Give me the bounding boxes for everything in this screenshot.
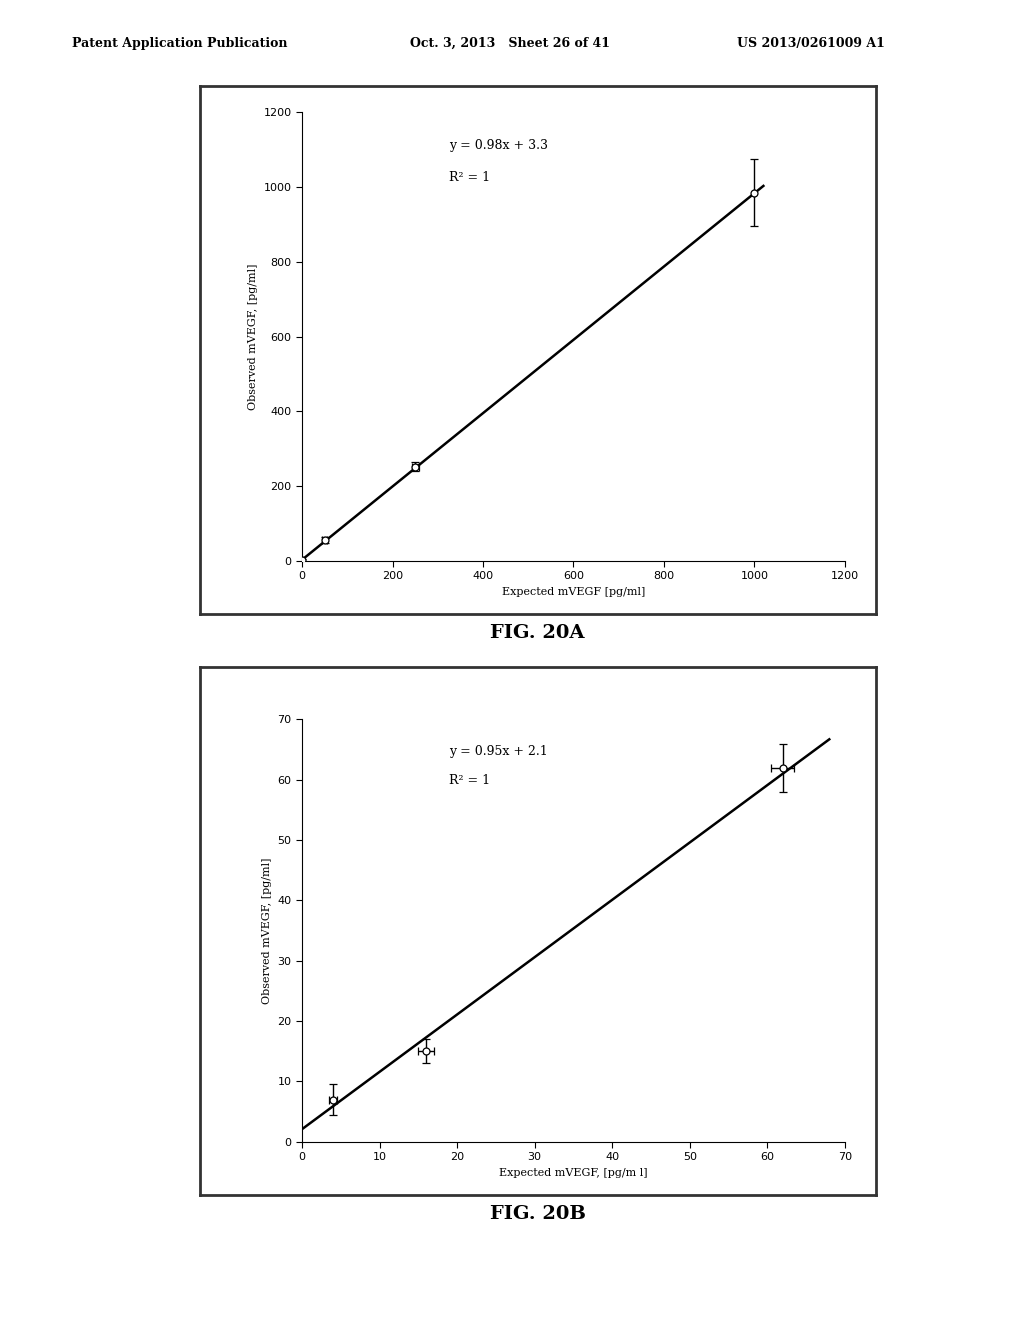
Text: FIG. 20A: FIG. 20A — [490, 624, 585, 643]
Text: FIG. 20B: FIG. 20B — [489, 1205, 586, 1224]
Y-axis label: Observed mVEGF, [pg/ml]: Observed mVEGF, [pg/ml] — [262, 858, 272, 1003]
Text: y = 0.95x + 2.1: y = 0.95x + 2.1 — [449, 744, 548, 758]
Text: US 2013/0261009 A1: US 2013/0261009 A1 — [737, 37, 885, 50]
X-axis label: Expected mVEGF, [pg/m l]: Expected mVEGF, [pg/m l] — [499, 1168, 648, 1177]
Text: R² = 1: R² = 1 — [449, 775, 489, 787]
Text: Oct. 3, 2013   Sheet 26 of 41: Oct. 3, 2013 Sheet 26 of 41 — [410, 37, 609, 50]
X-axis label: Expected mVEGF [pg/ml]: Expected mVEGF [pg/ml] — [502, 587, 645, 597]
Text: y = 0.98x + 3.3: y = 0.98x + 3.3 — [449, 139, 548, 152]
Text: Patent Application Publication: Patent Application Publication — [72, 37, 287, 50]
Y-axis label: Observed mVEGF, [pg/ml]: Observed mVEGF, [pg/ml] — [248, 264, 258, 409]
Text: R² = 1: R² = 1 — [449, 170, 489, 183]
